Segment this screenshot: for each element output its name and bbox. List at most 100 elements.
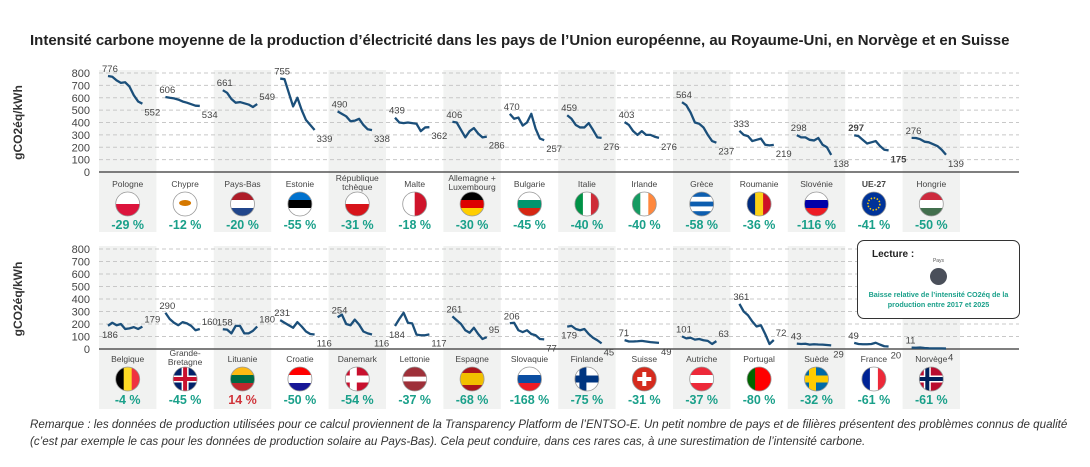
end-value-label: 20 bbox=[891, 351, 902, 362]
flag-stripe bbox=[460, 200, 485, 209]
country-name: France bbox=[861, 354, 888, 364]
flag-border bbox=[861, 366, 887, 392]
flag-stripe bbox=[230, 200, 255, 209]
series-line-si bbox=[796, 134, 833, 156]
country-name-line: Roumanie bbox=[740, 179, 779, 189]
flag-border bbox=[517, 366, 542, 392]
country-name: Espagne bbox=[455, 354, 489, 364]
country-name: Finlande bbox=[571, 354, 604, 364]
percent-change: -12 % bbox=[169, 218, 202, 232]
flag-stripe bbox=[689, 206, 714, 212]
country-name-line: Estonie bbox=[286, 179, 315, 189]
flag-cz-icon bbox=[345, 192, 370, 216]
percent-change: -32 % bbox=[800, 393, 833, 407]
end-value-label: 138 bbox=[833, 159, 849, 170]
flag-stripe bbox=[747, 192, 756, 216]
flag-stripe bbox=[632, 192, 641, 216]
y-tick-label: 300 bbox=[72, 307, 90, 319]
start-value-label: 459 bbox=[561, 103, 577, 114]
legend-flag-icon bbox=[930, 268, 947, 285]
country-name-line: Italie bbox=[578, 179, 596, 189]
flag-stripe bbox=[689, 192, 714, 198]
percent-change: -75 % bbox=[571, 393, 604, 407]
flag-stripe bbox=[919, 208, 944, 216]
end-value-label: 95 bbox=[489, 325, 500, 336]
start-value-label: 184 bbox=[389, 330, 405, 341]
series-line-ch bbox=[624, 339, 660, 345]
start-value-label: 158 bbox=[217, 317, 233, 328]
end-value-label: 116 bbox=[317, 339, 332, 350]
flag-dk-icon bbox=[345, 367, 370, 391]
chart-title: Intensité carbone moyenne de la producti… bbox=[30, 32, 1010, 49]
end-value-label: 534 bbox=[202, 110, 218, 121]
percent-change: -31 % bbox=[628, 393, 661, 407]
start-value-label: 297 bbox=[848, 123, 864, 134]
y-tick-label: 700 bbox=[72, 80, 90, 92]
flag-cross bbox=[804, 375, 829, 383]
flag-border bbox=[172, 191, 198, 217]
percent-change: -30 % bbox=[456, 218, 489, 232]
flag-cross bbox=[637, 377, 652, 381]
percent-change: -45 % bbox=[513, 218, 546, 232]
end-value-label: 276 bbox=[661, 142, 677, 153]
start-value-label: 71 bbox=[619, 328, 630, 339]
flag-stripe bbox=[689, 201, 714, 207]
flag-stripe bbox=[131, 367, 140, 391]
flag-gb-icon bbox=[173, 367, 198, 391]
percent-change: -31 % bbox=[341, 218, 374, 232]
flag-stripe bbox=[861, 367, 871, 391]
country-name: Italie bbox=[578, 179, 596, 189]
country-name-line: UE-27 bbox=[862, 179, 886, 189]
flag-stripe bbox=[460, 385, 485, 391]
flag-stripe bbox=[230, 208, 255, 216]
y-tick-label: 300 bbox=[72, 130, 90, 142]
country-name: Grande-Bretagne bbox=[168, 348, 203, 367]
percent-change: -29 % bbox=[111, 218, 144, 232]
flag-border bbox=[918, 366, 944, 392]
end-value-label: 237 bbox=[718, 147, 734, 158]
flag-stripe bbox=[402, 386, 427, 391]
country-name: Pologne bbox=[112, 179, 143, 189]
country-name: Belgique bbox=[111, 354, 144, 364]
flag-border bbox=[689, 191, 715, 217]
y-tick-label: 200 bbox=[72, 142, 90, 154]
start-value-label: 403 bbox=[619, 110, 635, 121]
percent-change: -50 % bbox=[915, 218, 948, 232]
flag-cross bbox=[173, 377, 198, 381]
flag-border bbox=[459, 366, 485, 392]
flag-stripe bbox=[345, 204, 370, 216]
end-value-label: 72 bbox=[776, 328, 787, 339]
flag-stripe bbox=[574, 192, 584, 216]
country-name-line: tchèque bbox=[342, 182, 373, 192]
end-value-label: 276 bbox=[604, 142, 620, 153]
flag-stripe bbox=[689, 375, 714, 384]
start-value-label: 606 bbox=[159, 85, 175, 96]
flag-stripe bbox=[287, 375, 312, 384]
y-tick-label: 600 bbox=[72, 269, 90, 281]
flag-stripe bbox=[590, 192, 599, 216]
flag-border bbox=[230, 191, 255, 217]
end-value-label: 160 bbox=[202, 317, 218, 328]
flag-stars bbox=[867, 197, 881, 211]
country-name: Bulgarie bbox=[514, 179, 545, 189]
flag-stripe bbox=[287, 208, 312, 216]
series-line-mt bbox=[394, 116, 430, 133]
series-line-bg bbox=[508, 112, 545, 142]
flag-stripe bbox=[230, 367, 255, 376]
end-value-label: 45 bbox=[604, 347, 615, 358]
end-value-label: 338 bbox=[374, 134, 390, 145]
country-name: Malte bbox=[404, 179, 425, 189]
country-name: République tchèque bbox=[336, 173, 379, 192]
country-name: Croatie bbox=[286, 354, 314, 364]
flag-stripe bbox=[123, 367, 133, 391]
flag-bg-icon bbox=[517, 192, 542, 216]
y-tick-label: 100 bbox=[72, 332, 90, 344]
flag-stripe bbox=[689, 383, 714, 391]
y-tick-label: 200 bbox=[72, 319, 90, 331]
percent-change: -41 % bbox=[858, 218, 891, 232]
series-line-it bbox=[566, 114, 602, 139]
flag-stripe bbox=[287, 200, 312, 209]
series-line-at bbox=[681, 335, 718, 346]
percent-change: -58 % bbox=[685, 218, 718, 232]
